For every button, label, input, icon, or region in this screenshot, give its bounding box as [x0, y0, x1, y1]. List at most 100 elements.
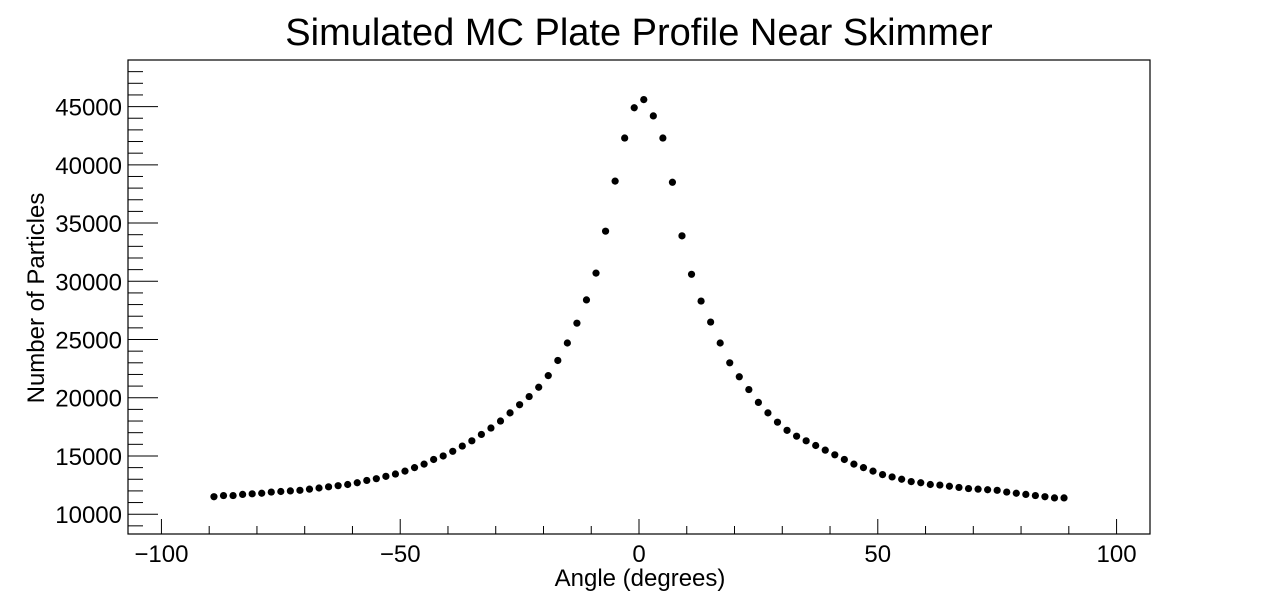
data-point [898, 475, 906, 483]
y-tick-label: 30000 [55, 269, 122, 296]
data-point [678, 232, 686, 240]
data-point [821, 446, 829, 454]
y-tick-label: 25000 [55, 328, 122, 355]
data-point [668, 178, 677, 186]
data-point [1022, 490, 1030, 499]
data-point [964, 484, 973, 493]
data-point [296, 486, 304, 494]
data-point [974, 485, 982, 493]
plot-frame [127, 59, 1151, 535]
data-points [210, 95, 1068, 502]
data-point [506, 409, 514, 417]
x-axis-label: Angle (degrees) [555, 565, 726, 592]
data-point [305, 485, 314, 493]
data-point [468, 437, 476, 445]
data-point [525, 392, 533, 401]
data-point [582, 296, 591, 304]
y-tick-label: 20000 [55, 386, 122, 413]
data-point [573, 319, 581, 327]
data-point [630, 104, 638, 112]
data-point [1012, 489, 1020, 497]
data-point [955, 483, 963, 492]
data-point [391, 470, 400, 478]
data-point [286, 487, 294, 495]
data-point [258, 489, 266, 497]
data-point [334, 482, 342, 490]
data-point [812, 441, 820, 450]
data-point [1031, 491, 1039, 500]
data-point [229, 491, 237, 500]
data-point [516, 401, 524, 409]
y-tick-label: 35000 [55, 211, 122, 238]
data-point [1041, 493, 1049, 501]
data-point [859, 464, 868, 472]
data-point [831, 451, 839, 459]
data-point [687, 270, 696, 278]
data-point [917, 479, 925, 487]
x-tick-label: 100 [1097, 541, 1137, 568]
data-point [850, 460, 858, 468]
data-point [248, 490, 256, 498]
data-point [984, 486, 992, 494]
data-point [735, 373, 743, 381]
data-point [563, 339, 571, 347]
data-point [792, 432, 801, 440]
data-point [277, 487, 285, 496]
data-point [745, 385, 753, 394]
data-point [353, 479, 361, 487]
data-point [487, 424, 495, 432]
data-point [659, 134, 667, 142]
data-point [716, 339, 724, 347]
data-point [783, 426, 791, 434]
data-point [592, 269, 600, 277]
data-point [1050, 494, 1059, 502]
data-point [439, 452, 447, 460]
y-axis-label: Number of Particles [23, 193, 50, 404]
data-point [324, 483, 333, 491]
data-point [477, 430, 486, 439]
data-point [640, 95, 648, 104]
data-point [239, 490, 247, 499]
data-point [993, 486, 1001, 494]
data-point [621, 134, 629, 142]
data-point [707, 318, 715, 326]
chart-title: Simulated MC Plate Profile Near Skimmer [285, 12, 993, 54]
data-point [410, 464, 419, 472]
data-point [697, 297, 705, 305]
data-point [907, 477, 915, 486]
y-tick-label: 45000 [55, 95, 122, 122]
data-point [1003, 488, 1011, 496]
data-point [649, 112, 657, 120]
data-point [496, 417, 505, 425]
data-point [764, 409, 772, 417]
y-axis: 10000 15000 20000 25000 30000 35000 40000 45000 [55, 71, 158, 529]
data-point [878, 471, 887, 479]
data-point [420, 460, 428, 468]
data-point [945, 482, 954, 490]
data-point [888, 473, 896, 481]
data-point [869, 467, 877, 475]
data-point [936, 481, 944, 489]
y-tick-label: 10000 [55, 502, 122, 529]
x-tick-label: −50 [380, 541, 421, 568]
data-point [449, 447, 457, 455]
x-tick-label: 50 [864, 541, 891, 568]
data-point [315, 484, 323, 492]
data-point [601, 227, 610, 235]
data-point [363, 476, 371, 485]
data-point [210, 493, 218, 501]
data-point [1060, 494, 1068, 502]
data-point [430, 455, 438, 464]
data-point [219, 491, 228, 500]
data-point [554, 356, 562, 365]
data-point [926, 480, 934, 489]
data-point [535, 383, 543, 391]
data-point [544, 372, 552, 380]
data-point [773, 418, 782, 426]
data-point [401, 467, 409, 475]
data-point [611, 177, 619, 185]
data-point [267, 488, 275, 496]
data-point [344, 480, 352, 489]
data-point [382, 472, 390, 480]
data-point [372, 475, 380, 483]
